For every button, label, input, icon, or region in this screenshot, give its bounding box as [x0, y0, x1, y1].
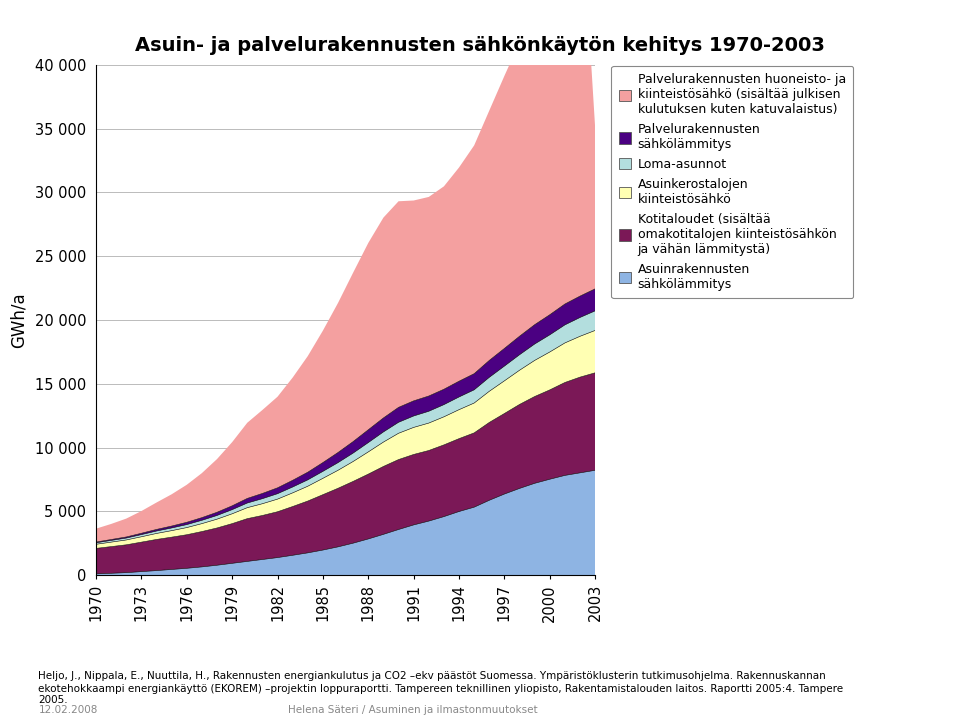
- Text: Helena Säteri / Asuminen ja ilmastonmuutokset: Helena Säteri / Asuminen ja ilmastonmuut…: [288, 705, 538, 715]
- Text: 12.02.2008: 12.02.2008: [38, 705, 98, 715]
- Text: ekotehokkaampi energiankäyttö (EKOREM) –projektin loppuraportti. Tampereen tekni: ekotehokkaampi energiankäyttö (EKOREM) –…: [38, 684, 844, 694]
- Text: Heljo, J., Nippala, E., Nuuttila, H., Rakennusten energiankulutus ja CO2 –ekv pä: Heljo, J., Nippala, E., Nuuttila, H., Ra…: [38, 672, 827, 682]
- Text: 2005.: 2005.: [38, 695, 68, 705]
- Legend: Palvelurakennusten huoneisto- ja
kiinteistösähkö (sisältää julkisen
kulutuksen k: Palvelurakennusten huoneisto- ja kiintei…: [612, 66, 853, 298]
- Text: Asuin- ja palvelurakennusten sähkönkäytön kehitys 1970-2003: Asuin- ja palvelurakennusten sähkönkäytö…: [135, 36, 825, 55]
- Y-axis label: GWh/a: GWh/a: [10, 292, 28, 348]
